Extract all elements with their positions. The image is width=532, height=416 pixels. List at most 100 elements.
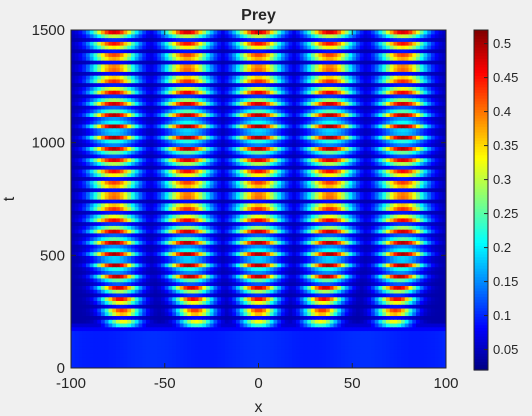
heatmap-cell <box>401 206 406 211</box>
heatmap-cell <box>412 285 417 290</box>
heatmap-cell <box>416 262 421 268</box>
heatmap-cell <box>359 296 365 301</box>
heatmap-cell <box>176 206 181 211</box>
heatmap-cell <box>217 214 222 219</box>
heatmap-cell <box>243 191 248 196</box>
heatmap-cell <box>427 259 432 264</box>
heatmap-cell <box>401 360 406 365</box>
heatmap-cell <box>101 199 106 204</box>
heatmap-cell <box>101 364 106 368</box>
heatmap-cell <box>119 183 125 189</box>
heatmap-cell <box>281 202 286 208</box>
heatmap-cell <box>311 210 316 215</box>
heatmap-cell <box>382 236 387 241</box>
heatmap-cell <box>108 255 113 260</box>
heatmap-cell <box>239 259 245 264</box>
heatmap-cell <box>71 206 76 211</box>
heatmap-cell <box>307 274 312 279</box>
heatmap-cell <box>183 270 188 275</box>
heatmap-cell <box>213 202 218 208</box>
heatmap-cell <box>82 206 87 211</box>
heatmap-cell <box>97 187 102 193</box>
heatmap-cell <box>194 300 200 305</box>
heatmap-cell <box>401 195 406 200</box>
heatmap-cell <box>127 319 132 324</box>
heatmap-cell <box>239 281 245 286</box>
heatmap-cell <box>138 315 143 320</box>
heatmap-cell <box>153 319 158 324</box>
heatmap-cell <box>363 210 368 215</box>
heatmap-cell <box>176 255 181 260</box>
heatmap-cell <box>183 319 188 324</box>
heatmap-cell <box>104 289 110 294</box>
heatmap-cell <box>93 341 98 347</box>
heatmap-cell <box>172 270 177 275</box>
heatmap-cell <box>277 345 282 350</box>
heatmap-cell <box>221 206 226 211</box>
heatmap-cell <box>442 326 446 332</box>
heatmap-cell <box>348 247 353 253</box>
heatmap-cell <box>236 199 241 204</box>
heatmap-cell <box>209 341 215 347</box>
heatmap-cell <box>206 356 211 362</box>
heatmap-cell <box>164 292 170 298</box>
heatmap-cell <box>194 202 200 208</box>
heatmap-cell <box>296 183 301 189</box>
heatmap-cell <box>408 326 413 332</box>
heatmap-cell <box>191 244 196 249</box>
heatmap-cell <box>149 232 155 238</box>
heatmap-cell <box>161 195 166 200</box>
heatmap-cell <box>71 345 76 350</box>
heatmap-cell <box>119 262 125 268</box>
heatmap-cell <box>404 229 410 234</box>
heatmap-cell <box>243 187 248 193</box>
heatmap-cell <box>206 345 211 350</box>
heatmap-cell <box>412 210 417 215</box>
heatmap-cell <box>198 236 203 241</box>
heatmap-cell <box>344 187 350 193</box>
heatmap-cell <box>258 304 263 309</box>
heatmap-cell <box>221 232 226 238</box>
heatmap-cell <box>442 187 446 193</box>
heatmap-cell <box>89 236 95 241</box>
heatmap-cell <box>176 307 181 313</box>
heatmap-cell <box>386 247 391 253</box>
heatmap-cell <box>131 202 136 208</box>
heatmap-cell <box>138 199 143 204</box>
heatmap-cell <box>288 334 293 339</box>
heatmap-cell <box>157 217 162 223</box>
heatmap-cell <box>127 352 132 358</box>
heatmap-cell <box>258 183 263 189</box>
heatmap-cell <box>262 356 267 362</box>
heatmap-cell <box>112 270 117 275</box>
heatmap-cell <box>82 281 87 286</box>
heatmap-cell <box>329 307 335 313</box>
heatmap-cell <box>389 183 395 189</box>
heatmap-cell <box>311 187 316 193</box>
heatmap-cell <box>273 341 278 347</box>
heatmap-cell <box>251 183 256 189</box>
heatmap-cell <box>243 232 248 238</box>
heatmap-cell <box>389 191 395 196</box>
heatmap-cell <box>236 364 241 368</box>
heatmap-cell <box>326 330 331 335</box>
heatmap-cell <box>74 292 80 298</box>
heatmap-cell <box>442 360 446 365</box>
heatmap-cell <box>202 281 207 286</box>
heatmap-cell <box>116 285 121 290</box>
heatmap-cell <box>288 274 293 279</box>
heatmap-cell <box>153 292 158 298</box>
heatmap-cell <box>71 180 76 185</box>
heatmap-cell <box>202 199 207 204</box>
heatmap-cell <box>397 240 402 245</box>
heatmap-cell <box>277 311 282 317</box>
heatmap-cell <box>232 292 237 298</box>
heatmap-cell <box>281 214 286 219</box>
heatmap-cell <box>431 349 436 354</box>
heatmap-cell <box>217 341 222 347</box>
heatmap-cell <box>183 356 188 362</box>
heatmap-cell <box>277 315 282 320</box>
heatmap-cell <box>363 360 368 365</box>
heatmap-cell <box>434 356 440 362</box>
heatmap-cell <box>404 307 410 313</box>
